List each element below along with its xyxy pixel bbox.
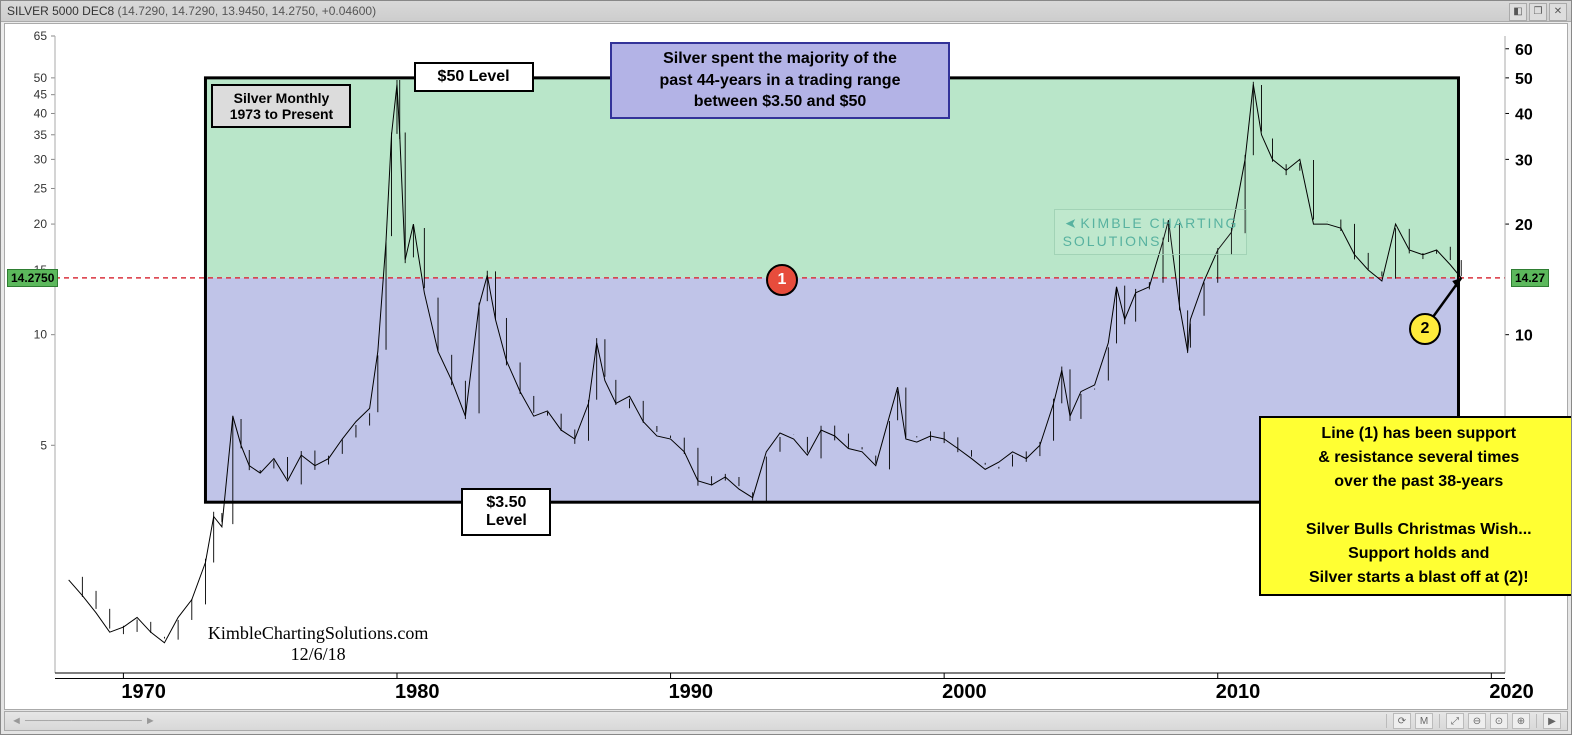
symbol-name: SILVER 5000 DEC8 <box>7 4 114 18</box>
marker-2: 2 <box>1409 313 1441 345</box>
fit-button[interactable]: ⤢ <box>1446 713 1464 729</box>
window-restore-icon[interactable]: ◧ <box>1509 3 1527 21</box>
chart-area[interactable]: 510152025303540455065102030405060 Silver… <box>4 23 1568 710</box>
price-tag-left: 14.2750 <box>7 269 58 287</box>
zoom-reset-button[interactable]: ⊙ <box>1490 713 1508 729</box>
play-button[interactable]: ▶ <box>1543 713 1561 729</box>
refresh-button[interactable]: ⟳ <box>1393 713 1411 729</box>
x-axis: 197019801990200020102020 <box>55 678 1505 709</box>
svg-text:10: 10 <box>34 328 48 342</box>
watermark: ➤KIMBLE CHARTINGSOLUTIONS <box>1054 209 1248 255</box>
mode-m-button[interactable]: M <box>1415 713 1433 729</box>
svg-text:30: 30 <box>1515 152 1533 169</box>
svg-text:5: 5 <box>40 438 47 452</box>
window-close-icon[interactable]: ✕ <box>1549 3 1567 21</box>
svg-text:10: 10 <box>1515 328 1533 345</box>
svg-text:20: 20 <box>1515 217 1533 234</box>
three-fifty-level-label: $3.50Level <box>461 488 551 536</box>
commentary-box: Line (1) has been support& resistance se… <box>1259 416 1572 596</box>
bottom-toolbar: ◄ ─────────────── ► ⟳ M ⤢ ⊖ ⊙ ⊕ ▶ <box>4 711 1568 731</box>
chart-window: SILVER 5000 DEC8 (14.7290, 14.7290, 13.9… <box>0 0 1572 735</box>
svg-text:50: 50 <box>1515 71 1533 88</box>
svg-text:40: 40 <box>1515 106 1533 123</box>
svg-text:45: 45 <box>34 88 48 102</box>
x-tick-label: 2020 <box>1489 681 1534 704</box>
x-tick-label: 1980 <box>395 681 440 704</box>
horizontal-scrollbar[interactable]: ◄ ─────────────── ► <box>11 715 1380 727</box>
range-description-box: Silver spent the majority of thepast 44-… <box>610 42 950 119</box>
window-controls: ◧ ❐ ✕ <box>1509 3 1567 19</box>
x-tick-label: 2010 <box>1216 681 1261 704</box>
ohlc-readout: (14.7290, 14.7290, 13.9450, 14.2750, +0.… <box>118 4 377 18</box>
svg-text:60: 60 <box>1515 42 1533 59</box>
zoom-in-button[interactable]: ⊕ <box>1512 713 1530 729</box>
price-tag-right: 14.27 <box>1511 269 1549 287</box>
svg-text:25: 25 <box>34 181 48 195</box>
svg-text:50: 50 <box>34 71 48 85</box>
zoom-out-button[interactable]: ⊖ <box>1468 713 1486 729</box>
source-credit: KimbleChartingSolutions.com12/6/18 <box>178 623 458 665</box>
x-tick-label: 1970 <box>121 681 166 704</box>
chart-title-box: Silver Monthly1973 to Present <box>211 84 351 128</box>
svg-text:20: 20 <box>34 217 48 231</box>
fifty-level-label: $50 Level <box>414 62 534 92</box>
x-tick-label: 2000 <box>942 681 987 704</box>
svg-text:65: 65 <box>34 29 48 43</box>
svg-text:30: 30 <box>34 152 48 166</box>
svg-text:35: 35 <box>34 128 48 142</box>
window-titlebar[interactable]: SILVER 5000 DEC8 (14.7290, 14.7290, 13.9… <box>1 1 1571 22</box>
x-tick-label: 1990 <box>669 681 714 704</box>
window-maximize-icon[interactable]: ❐ <box>1529 3 1547 21</box>
marker-1: 1 <box>766 264 798 296</box>
svg-text:40: 40 <box>34 106 48 120</box>
